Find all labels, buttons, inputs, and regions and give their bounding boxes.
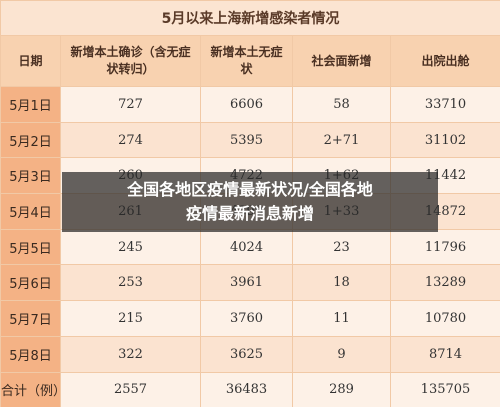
cell: 11 [292, 300, 391, 337]
table-row: 合计（例） 2557 36483 289 135705 [0, 371, 500, 407]
table-row: 5月2日 274 5395 2+71 31102 [0, 121, 500, 159]
date-cell: 5月2日 [0, 121, 61, 159]
header-cell: 新增本土无症状 [200, 35, 293, 87]
cell: 6606 [200, 86, 293, 123]
cell: 3625 [200, 335, 293, 373]
cell: 36483 [200, 371, 293, 407]
cell: 3961 [200, 264, 293, 302]
cell: 727 [60, 86, 201, 123]
cell: 274 [60, 121, 201, 159]
date-cell: 5月7日 [0, 300, 61, 337]
date-cell: 5月5日 [0, 228, 61, 266]
cell: 289 [292, 371, 391, 407]
table-row: 5月1日 727 6606 58 33710 [0, 86, 500, 123]
cell: 2557 [60, 371, 201, 407]
date-cell: 5月6日 [0, 264, 61, 302]
table-row: 5月6日 253 3961 18 13289 [0, 264, 500, 302]
cell: 23 [292, 228, 391, 266]
cell: 13289 [390, 264, 500, 302]
cell: 215 [60, 300, 201, 337]
cell: 322 [60, 335, 201, 373]
date-cell: 5月3日 [0, 157, 61, 195]
cell: 58 [292, 86, 391, 123]
cell: 18 [292, 264, 391, 302]
cell: 135705 [390, 371, 500, 407]
table-row: 5月8日 322 3625 9 8714 [0, 335, 500, 373]
cell: 33710 [390, 86, 500, 123]
cell: 31102 [390, 121, 500, 159]
overlay-caption: 全国各地区疫情最新状况/全国各地 疫情最新消息新增 [62, 172, 438, 232]
overlay-line: 疫情最新消息新增 [185, 204, 314, 223]
cell: 5395 [200, 121, 293, 159]
header-cell: 日期 [0, 35, 61, 87]
header-row: 日期 新增本土确诊（含无症状转归） 新增本土无症状 社会面新增 出院出舱 [0, 35, 500, 87]
cell: 10780 [390, 300, 500, 337]
date-cell: 5月4日 [0, 193, 61, 230]
cell: 245 [60, 228, 201, 266]
date-cell: 5月1日 [0, 86, 61, 123]
date-cell: 5月8日 [0, 335, 61, 373]
cell: 253 [60, 264, 201, 302]
table-row: 5月5日 245 4024 23 11796 [0, 228, 500, 266]
header-cell: 新增本土确诊（含无症状转归） [60, 35, 201, 87]
date-cell: 合计（例） [0, 371, 66, 407]
cell: 8714 [390, 335, 500, 373]
cell: 4024 [200, 228, 293, 266]
cell: 3760 [200, 300, 293, 337]
table-row: 5月7日 215 3760 11 10780 [0, 300, 500, 337]
cell: 9 [292, 335, 391, 373]
header-cell: 出院出舱 [390, 35, 500, 87]
cell: 2+71 [292, 121, 391, 159]
overlay-line: 全国各地区疫情最新状况/全国各地 [127, 180, 373, 199]
header-cell: 社会面新增 [292, 35, 391, 87]
table-title: 5月以来上海新增感染者情况 [0, 0, 500, 36]
cell: 11796 [390, 228, 500, 266]
